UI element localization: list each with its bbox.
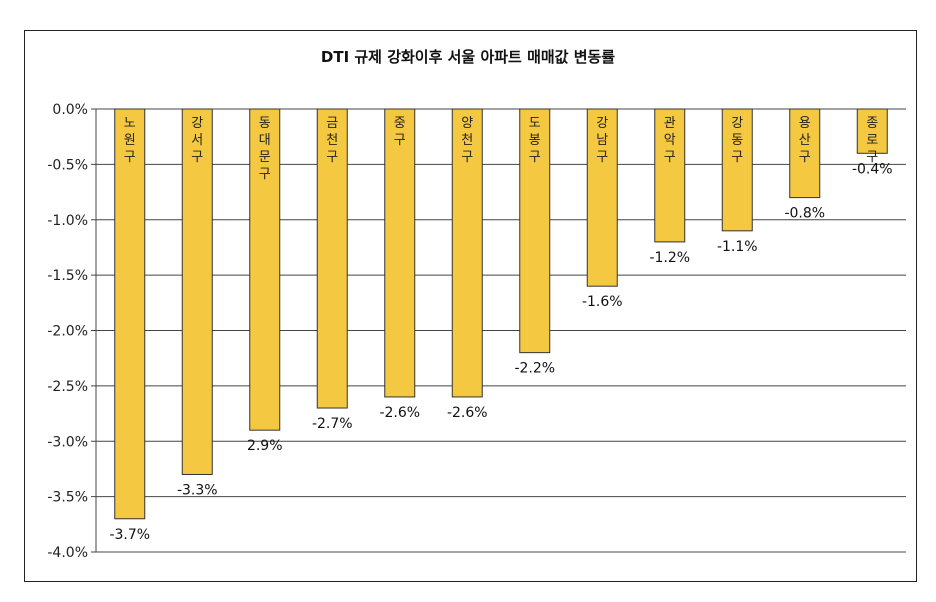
y-tick-label: -4.0% [47, 545, 88, 561]
data-labels: 노 원 구 -3.7% 강 서 구 -3.3% 동 대 문 구 2.9% 금 천 구 -2.7% 중 구 -2.6% 양… [109, 116, 892, 543]
data-label: -0.8% [784, 206, 825, 222]
bars [114, 108, 888, 520]
bar [519, 108, 551, 354]
y-tick-label: -1.0% [47, 213, 88, 229]
data-label: -2.2% [514, 361, 555, 377]
data-label: -1.2% [649, 250, 690, 266]
y-tick-label: -0.5% [47, 157, 88, 173]
data-label: -2.7% [312, 416, 353, 432]
y-axis: 0.0% -0.5% -1.0% -1.5% -2.0% -2.5% -3.0% -3.5% -… [47, 102, 97, 561]
y-tick-label: -1.5% [47, 268, 88, 284]
data-label: -3.3% [177, 482, 218, 498]
bar [249, 108, 281, 431]
bar [114, 108, 146, 520]
data-label: -3.7% [109, 527, 150, 543]
y-tick-label: -2.0% [47, 324, 88, 340]
data-label: -2.6% [379, 405, 420, 421]
gridlines [96, 108, 906, 553]
bar [856, 108, 888, 154]
y-tick-label: -2.5% [47, 379, 88, 395]
bar [181, 108, 213, 475]
data-label: -1.1% [717, 239, 758, 255]
y-tick-label: -3.0% [47, 434, 88, 450]
y-tick-label: 0.0% [52, 102, 88, 118]
bar [451, 108, 483, 398]
bar [654, 108, 686, 243]
data-label: -0.4% [852, 161, 893, 177]
bar [384, 108, 416, 398]
data-label: -1.6% [582, 294, 623, 310]
bar [316, 108, 348, 409]
data-label: -2.6% [447, 405, 488, 421]
y-tick-label: -3.5% [47, 490, 88, 506]
chart-title: DTI 규제 강화이후 서울 아파트 매매값 변동률 [320, 48, 616, 66]
bar [586, 108, 618, 287]
data-label: 2.9% [247, 438, 283, 454]
bar [721, 108, 753, 232]
bar [789, 108, 821, 199]
